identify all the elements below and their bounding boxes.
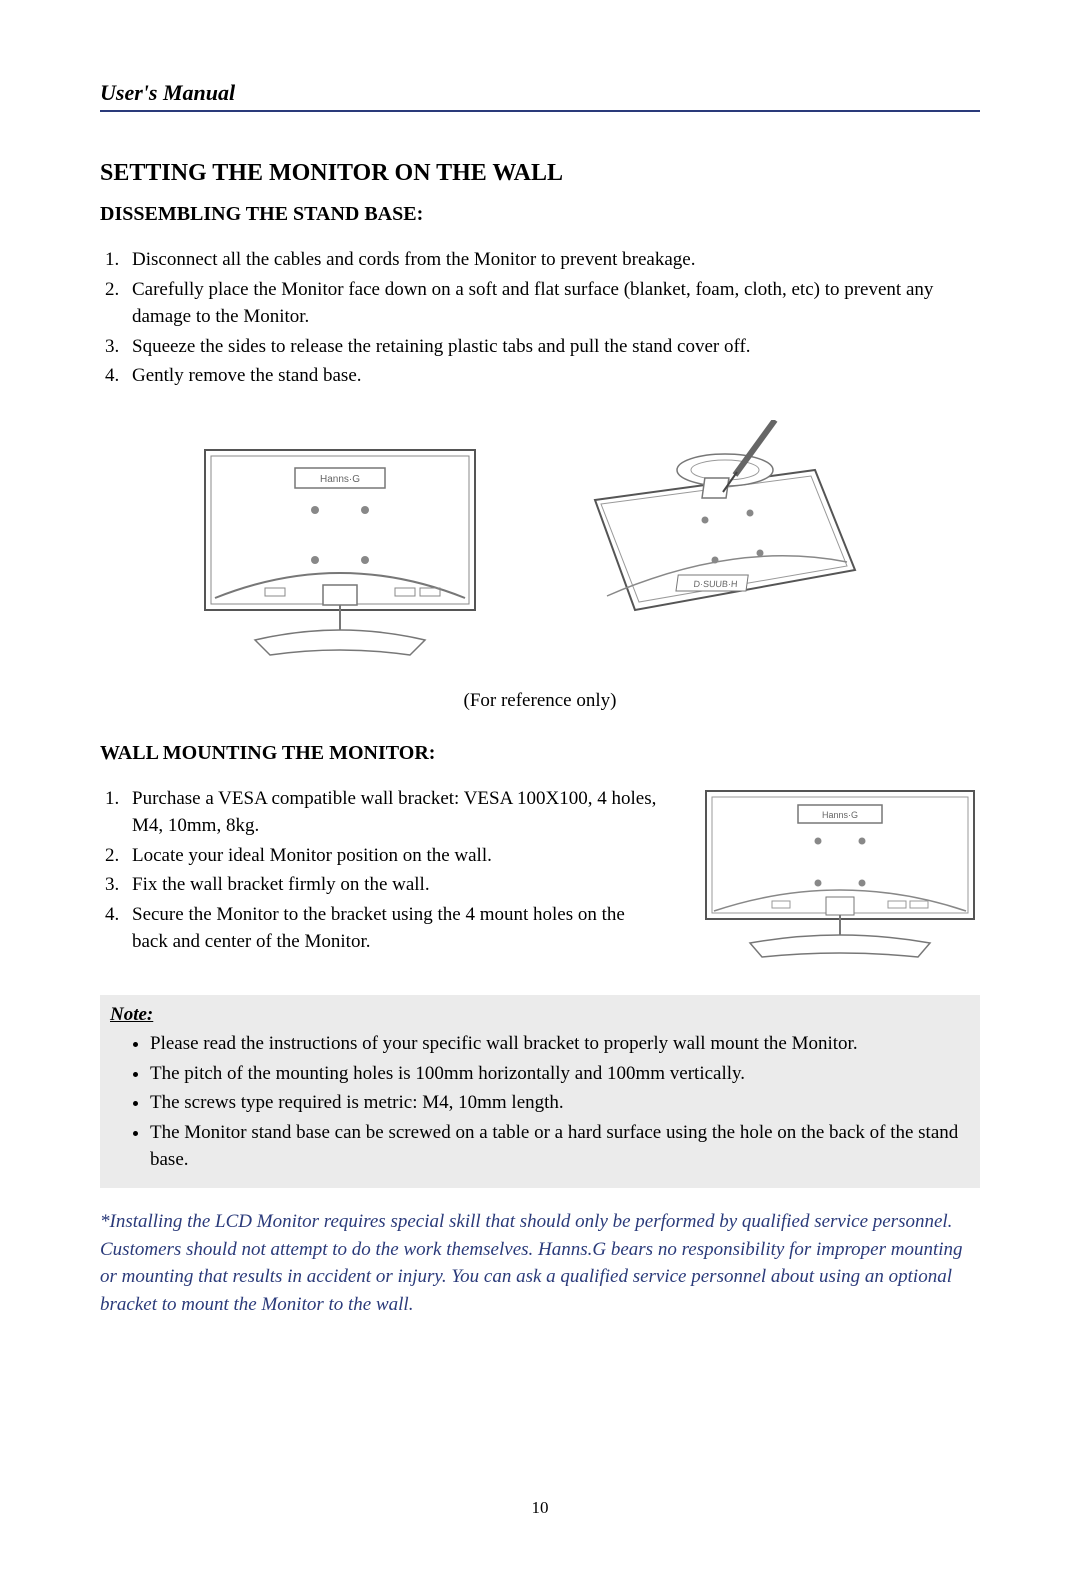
note-title: Note: [110,1001,970,1029]
list-item: Gently remove the stand base. [124,362,980,390]
dissembling-steps: Disconnect all the cables and cords from… [100,246,980,390]
list-item: Purchase a VESA compatible wall bracket:… [124,785,660,840]
wallmount-title: WALL MOUNTING THE MONITOR: [100,742,980,765]
list-item: The pitch of the mounting holes is 100mm… [150,1060,970,1088]
dissembling-title: DISSEMBLING THE STAND BASE: [100,203,980,226]
svg-text:Hanns·G: Hanns·G [822,810,858,820]
note-list: Please read the instructions of your spe… [110,1030,970,1174]
wallmount-row: Purchase a VESA compatible wall bracket:… [100,785,980,965]
note-box: Note: Please read the instructions of yo… [100,995,980,1188]
figure-vesa-icon: Hanns·G [700,785,980,965]
section-title: SETTING THE MONITOR ON THE WALL [100,160,980,187]
page-number: 10 [100,1498,980,1518]
figure-caption: (For reference only) [100,690,980,712]
list-item: Fix the wall bracket firmly on the wall. [124,871,660,899]
header: User's Manual [100,80,980,112]
list-item: Carefully place the Monitor face down on… [124,276,980,331]
figure-monitor-iso-icon: D·SUUB·H [565,420,885,670]
brand-text: Hanns·G [320,474,360,485]
list-item: Squeeze the sides to release the retaini… [124,333,980,361]
figure-row: Hanns·G D·SUUB·H [100,420,980,670]
wallmount-steps: Purchase a VESA compatible wall bracket:… [100,785,660,956]
list-item: Disconnect all the cables and cords from… [124,246,980,274]
list-item: Please read the instructions of your spe… [150,1030,970,1058]
list-item: The Monitor stand base can be screwed on… [150,1119,970,1174]
svg-text:D·SUUB·H: D·SUUB·H [693,579,738,589]
list-item: Locate your ideal Monitor position on th… [124,842,660,870]
list-item: The screws type required is metric: M4, … [150,1089,970,1117]
figure-monitor-rear-icon: Hanns·G [195,430,485,660]
disclaimer-text: *Installing the LCD Monitor requires spe… [100,1208,980,1318]
list-item: Secure the Monitor to the bracket using … [124,901,660,956]
header-title: User's Manual [100,80,235,105]
